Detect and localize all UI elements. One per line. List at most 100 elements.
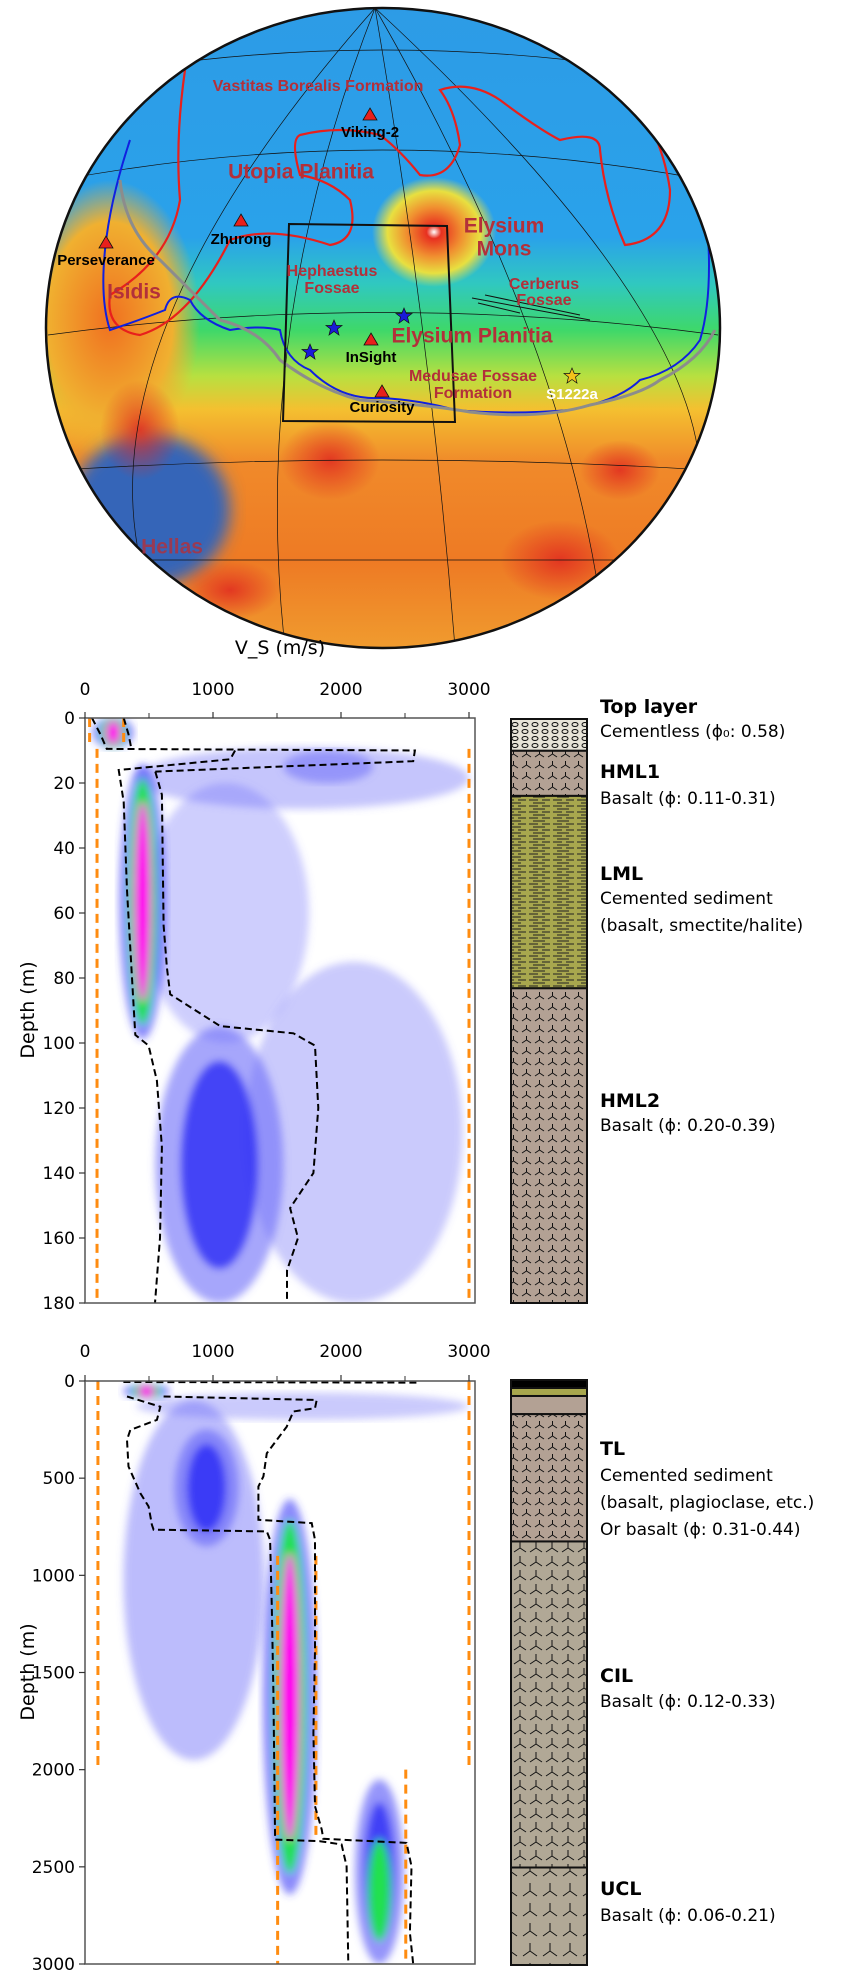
globe-outline [44, 6, 722, 650]
credible-bound-line [163, 1395, 415, 1964]
density-peak-magenta [105, 720, 121, 745]
y-tick-label: 500 [43, 1469, 75, 1489]
density-peak-magenta [280, 1552, 300, 1841]
x-axis-label: V_S (m/s) [234, 637, 326, 659]
y-tick-label: 0 [64, 1372, 75, 1392]
layer-name: CIL [600, 1665, 634, 1687]
zhurong-site-triangle-icon [233, 213, 249, 227]
lithology-layer-brown [510, 1394, 588, 1416]
y-tick-label: 0 [64, 709, 75, 729]
layer-description: Basalt (ϕ: 0.12-0.33) [600, 1692, 776, 1712]
x-tick-label: 2000 [319, 1342, 362, 1362]
layer-description: (basalt, smectite/halite) [600, 916, 804, 936]
label-elysium-planitia: Elysium Planitia [391, 324, 553, 348]
y-axis-label-upper: Depth (m) [17, 961, 39, 1059]
x-tick-label: 0 [80, 1342, 91, 1362]
x-tick-label: 3000 [447, 680, 490, 700]
y-tick-label: 40 [53, 839, 75, 859]
density-peak-magenta [138, 1385, 155, 1398]
layer-name: UCL [600, 1878, 642, 1900]
label-vastitas-borealis: Vastitas Borealis Formation [212, 78, 424, 96]
lithology-layer-olive [510, 1386, 588, 1397]
credible-bound-line [123, 1381, 417, 1384]
lithology-column-upper [510, 718, 588, 1304]
density-feature [283, 750, 374, 783]
plot-frame [84, 717, 476, 1304]
label-curiosity: Curiosity [349, 398, 415, 416]
x-tick-label: 1000 [191, 1342, 234, 1362]
layer-name: HML1 [600, 761, 661, 783]
y-tick-label: 60 [53, 904, 75, 924]
lithology-layer-black [510, 1379, 588, 1389]
density-feature [155, 1026, 284, 1303]
lithology-column-lower [510, 1379, 588, 1966]
credible-bound-line [125, 1395, 350, 1964]
curiosity-site-triangle-icon [374, 384, 390, 398]
y-tick-label: 20 [53, 774, 75, 794]
label-hephaestus-fossae-line2: Fossae [304, 280, 360, 298]
y-tick-label: 2000 [32, 1761, 75, 1781]
density-blob [244, 961, 463, 1303]
highland-red-area [580, 440, 660, 500]
blue-unit-boundary [102, 129, 710, 414]
elysium-mons-peak [372, 177, 496, 287]
insight-site-triangle-icon [363, 332, 379, 346]
event-star-icon [324, 319, 344, 336]
highland-red-area [100, 380, 180, 480]
y-tick-label: 3000 [32, 1955, 75, 1975]
highland-red-area [180, 560, 280, 620]
label-cerberus-fossae-line2: Fossae [516, 292, 572, 310]
label-utopia-planitia: Utopia Planitia [228, 160, 374, 184]
density-feature [244, 961, 463, 1303]
label-elysium-mons-line1: Elysium [463, 214, 545, 238]
y-tick-label: 80 [53, 969, 75, 989]
plot-area [85, 1381, 475, 1964]
study-area-box [281, 222, 457, 424]
density-feature [174, 1429, 239, 1547]
y-tick-label: 160 [43, 1229, 75, 1249]
credible-bound-line [117, 750, 236, 1303]
layer-name: LML [600, 863, 644, 885]
vs-depth-chart-upper: 0 1000 2000 3000 0 20 40 60 80 100 120 140 160 180 [43, 680, 491, 1314]
layer-name: Top layer [600, 696, 698, 718]
density-blob [283, 750, 374, 783]
x-tick-label: 1000 [191, 680, 234, 700]
y-tick-label: 100 [43, 1034, 75, 1054]
red-unit-boundary [108, 69, 672, 337]
label-isidis: Isidis [107, 280, 161, 304]
density-core [181, 1061, 258, 1269]
density-core [187, 1444, 226, 1532]
density-feature [142, 783, 309, 1043]
lithology-layer-tl [510, 1413, 588, 1543]
layer-description: Basalt (ϕ: 0.20-0.39) [600, 1116, 776, 1136]
y-tick-label: 180 [43, 1294, 75, 1314]
s1222a-star-icon [562, 367, 582, 384]
plot-area [85, 718, 475, 1303]
y-tick-label: 2500 [32, 1858, 75, 1878]
y-tick-label: 120 [43, 1099, 75, 1119]
label-viking-2: Viking-2 [340, 123, 400, 141]
label-medusae-fossae-line2: Formation [433, 385, 513, 403]
dichotomy-boundary-gray [118, 179, 717, 417]
label-hephaestus-fossae-line1: Hephaestus [286, 263, 378, 281]
label-elysium-mons-line2: Mons [476, 237, 532, 261]
x-tick-label: 0 [80, 680, 91, 700]
lithology-layer-hml1 [510, 749, 588, 797]
layer-description: Basalt (ϕ: 0.06-0.21) [600, 1906, 776, 1926]
viking-2-site-triangle-icon [362, 107, 378, 121]
density-feature [262, 1499, 317, 1895]
event-star-icon [394, 307, 414, 324]
label-insight: InSight [345, 348, 397, 366]
credible-bound-line [154, 771, 320, 1303]
lithology-layer-hml2 [510, 987, 588, 1304]
layer-description: Cemented sediment [600, 1466, 773, 1486]
layer-description: Cemented sediment [600, 889, 773, 909]
lithology-layer-lml [510, 794, 588, 990]
label-medusae-fossae-line1: Medusae Fossae [408, 368, 538, 386]
density-peak-green [368, 1839, 391, 1941]
event-star-icon [300, 343, 320, 360]
layer-description: (basalt, plagioclase, etc.) [600, 1493, 815, 1513]
label-cerberus-fossae-line1: Cerberus [508, 276, 580, 294]
density-feature [123, 1383, 170, 1400]
lithology-layer-cil [510, 1540, 588, 1869]
